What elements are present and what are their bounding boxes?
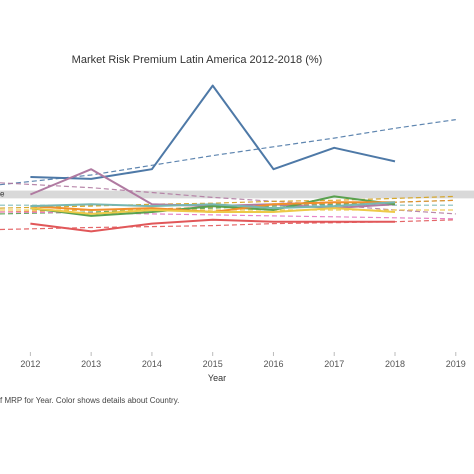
x-axis: 2012 2013 2014 2015 2016 2017 2018 2019 [20,352,466,369]
x-tick-label: 2015 [203,359,223,369]
x-tick-label: 2016 [263,359,283,369]
series-line-3 [30,218,395,233]
x-tick-label: 2013 [81,359,101,369]
x-tick-label: 2012 [20,359,40,369]
trend-line-2 [0,182,456,215]
trend-line-8 [0,195,456,209]
reference-band [0,190,474,199]
reference-band-label: e [0,189,5,198]
series-line-7 [30,201,396,210]
x-tick-label: 2017 [324,359,344,369]
series-line-6 [30,207,396,215]
x-tick-label: 2018 [385,359,405,369]
chart-caption: f MRP for Year. Color shows details abou… [0,396,179,405]
plot-area: e [0,84,474,233]
series-line-1 [30,84,396,180]
trend-line-9 [0,211,456,220]
x-tick-label: 2019 [446,359,466,369]
chart-title: Market Risk Premium Latin America 2012-2… [72,54,323,66]
x-tick-label: 2014 [142,359,162,369]
trend-line-1 [0,119,456,186]
series-line-4 [30,195,396,217]
x-axis-title: Year [208,373,226,383]
